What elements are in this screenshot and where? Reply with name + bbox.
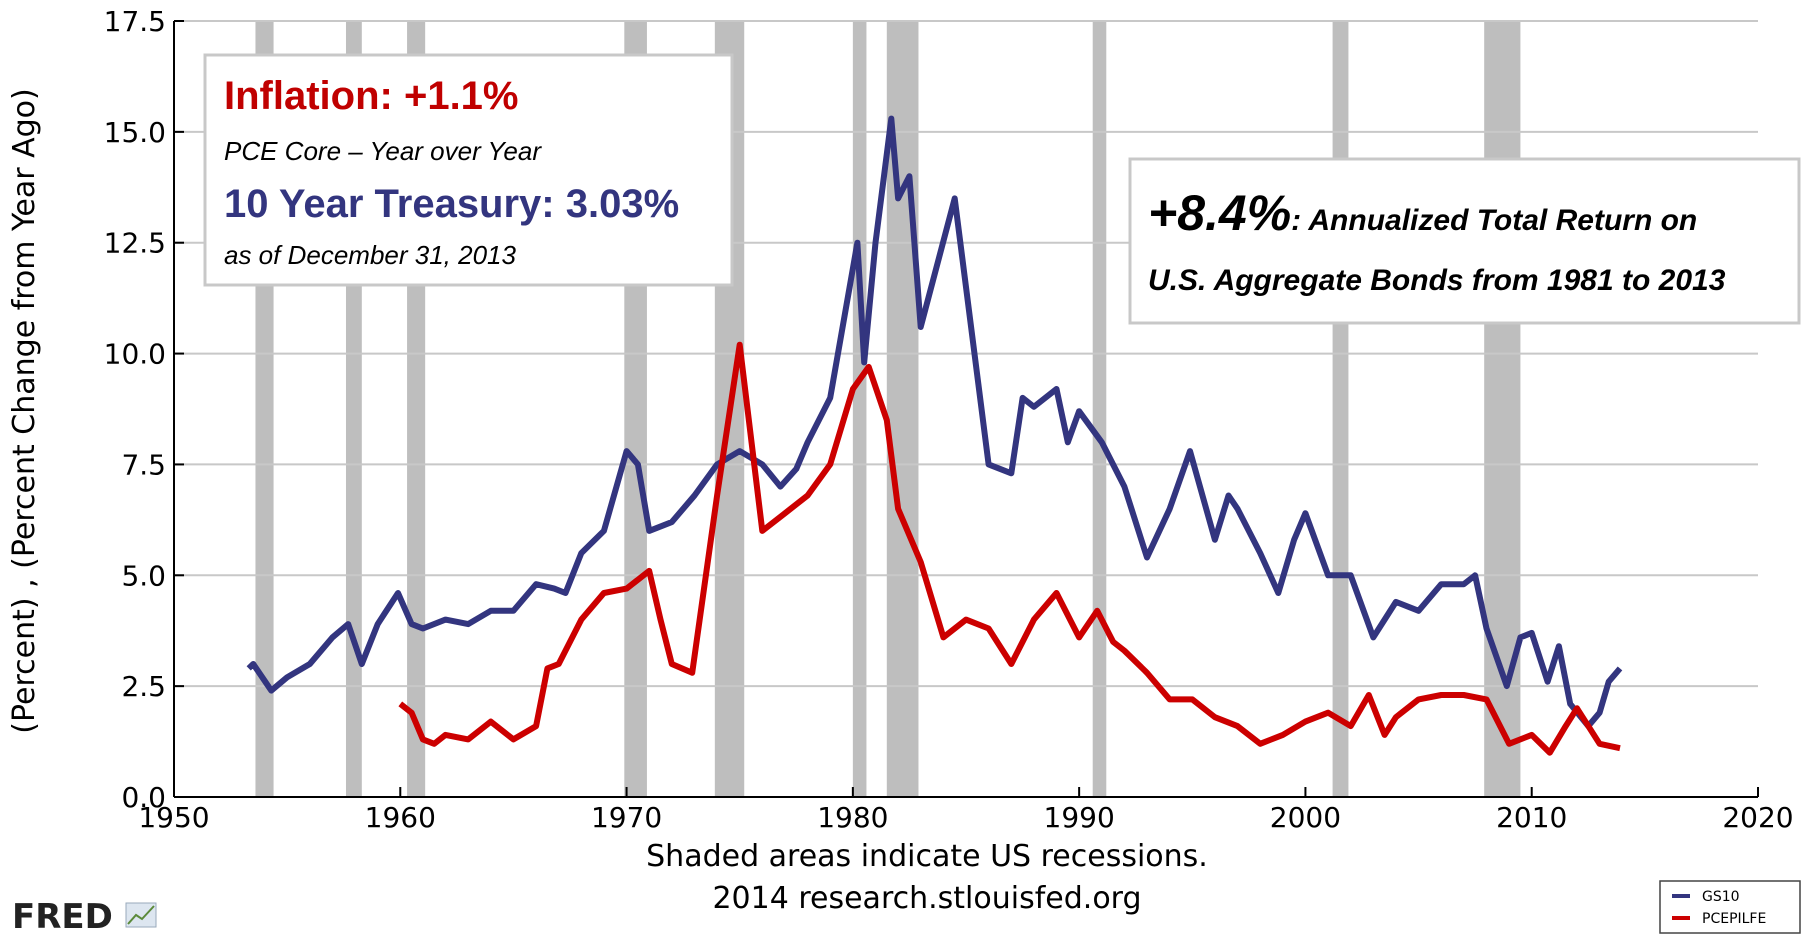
y-tick-label: 7.5: [121, 448, 166, 481]
logo-icon-line: [127, 905, 155, 925]
y-tick-label: 5.0: [121, 559, 166, 592]
y-tick-label: 0.0: [121, 781, 166, 814]
y-tick-label: 12.5: [104, 227, 166, 260]
logo: FRED: [12, 897, 113, 936]
recession-band: [852, 21, 867, 797]
annotation: 10 Year Treasury: 3.03%: [224, 182, 679, 226]
x-tick-label: 1950: [138, 801, 209, 834]
annotation-box: [1128, 157, 1801, 325]
legend-box: [1659, 880, 1801, 934]
x-tick-label: 1990: [1044, 801, 1115, 834]
y-tick-label: 10.0: [104, 338, 166, 371]
recession-band: [1332, 21, 1349, 797]
series-line: [246, 115, 1623, 730]
series-line: [398, 341, 1621, 756]
x-tick-label: 2020: [1722, 801, 1793, 834]
annotation: +8.4%: Annualized Total Return on: [1148, 185, 1697, 241]
caption: Shaded areas indicate US recessions.: [646, 839, 1208, 874]
x-tick-label: 2000: [1270, 801, 1341, 834]
x-tick-label: 1970: [591, 801, 662, 834]
x-tick-label: 1980: [817, 801, 888, 834]
axes: 0.0 2.5 5.0 7.5 10.0 12.5 15.0 17.5 1950 1960 1970…: [104, 5, 1794, 834]
logo-icon: [125, 902, 157, 928]
annotation: as of December 31, 2013: [224, 240, 516, 270]
y-tick-label: 17.5: [104, 5, 166, 38]
y-tick-label: 2.5: [121, 670, 166, 703]
lines: [246, 115, 1623, 756]
annotation-box: [203, 53, 734, 287]
caption: 2014 research.stlouisfed.org: [712, 881, 1141, 916]
annotation: U.S. Aggregate Bonds from 1981 to 2013: [1148, 264, 1726, 297]
y-tick-label: 15.0: [104, 116, 166, 149]
legend-label: PCEPILFE: [1702, 911, 1766, 927]
x-tick-label: 2010: [1496, 801, 1567, 834]
legend: GS10 PCEPILFE: [1659, 880, 1801, 934]
y-axis-label: (Percent) , (Percent Change from Year Ag…: [7, 88, 42, 733]
annotation-text: : Annualized Total Return on: [1291, 204, 1697, 237]
annotation-value: +8.4%: [1148, 185, 1291, 241]
legend-label: GS10: [1702, 889, 1740, 905]
annotation: PCE Core – Year over Year: [224, 136, 542, 166]
annotation: Inflation: +1.1%: [224, 74, 519, 118]
recession-band: [1092, 21, 1107, 797]
x-tick-label: 1960: [365, 801, 436, 834]
